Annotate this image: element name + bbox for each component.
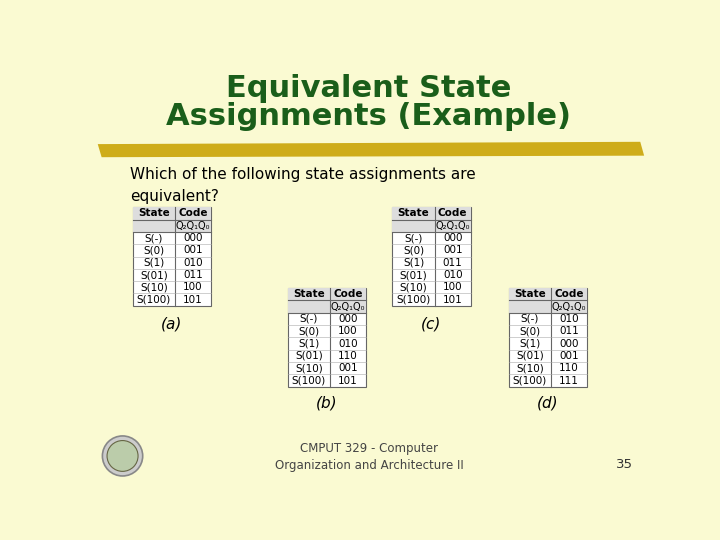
Text: S(100): S(100) [397, 295, 431, 305]
Text: CMPUT 329 - Computer
Organization and Architecture II: CMPUT 329 - Computer Organization and Ar… [274, 442, 464, 472]
Text: Code: Code [438, 208, 467, 218]
Text: S(01): S(01) [400, 270, 428, 280]
Text: 101: 101 [443, 295, 462, 305]
Text: 011: 011 [559, 326, 579, 336]
Text: (d): (d) [537, 396, 559, 411]
Text: 010: 010 [184, 258, 203, 268]
Text: S(-): S(-) [405, 233, 423, 243]
Text: State: State [293, 289, 325, 299]
Text: 110: 110 [338, 351, 358, 361]
Text: S(100): S(100) [292, 375, 326, 386]
Text: S(01): S(01) [140, 270, 168, 280]
Text: S(01): S(01) [295, 351, 323, 361]
Text: S(0): S(0) [403, 245, 424, 255]
Text: 010: 010 [559, 314, 579, 324]
Text: (c): (c) [421, 316, 441, 332]
Text: Equivalent State: Equivalent State [226, 74, 512, 103]
Bar [132, 207, 211, 306]
Text: S(0): S(0) [519, 326, 541, 336]
Text: S(-): S(-) [300, 314, 318, 324]
Text: Q₂Q₁Q₀: Q₂Q₁Q₀ [436, 221, 470, 231]
Polygon shape [98, 142, 644, 157]
Text: State: State [397, 208, 429, 218]
Text: Code: Code [554, 289, 584, 299]
Bar [508, 288, 587, 313]
Text: Which of the following state assignments are
equivalent?: Which of the following state assignments… [130, 167, 476, 204]
Text: (a): (a) [161, 316, 182, 332]
Circle shape [107, 441, 138, 471]
Text: S(10): S(10) [295, 363, 323, 373]
Bar [287, 288, 366, 387]
Bar [287, 288, 366, 313]
Text: Q₂Q₁Q₀: Q₂Q₁Q₀ [552, 301, 586, 312]
Text: 001: 001 [559, 351, 579, 361]
Text: S(0): S(0) [143, 245, 164, 255]
Text: S(10): S(10) [516, 363, 544, 373]
Bar [392, 207, 471, 306]
Text: State: State [514, 289, 546, 299]
Text: S(-): S(-) [521, 314, 539, 324]
Text: S(1): S(1) [143, 258, 165, 268]
Text: Q₂Q₁Q₀: Q₂Q₁Q₀ [176, 221, 210, 231]
Text: 35: 35 [616, 457, 632, 470]
Text: 011: 011 [183, 270, 203, 280]
Text: S(1): S(1) [298, 339, 320, 348]
Circle shape [102, 436, 143, 476]
Text: 000: 000 [338, 314, 358, 324]
Text: S(100): S(100) [513, 375, 547, 386]
Text: State: State [138, 208, 170, 218]
Text: 000: 000 [184, 233, 203, 243]
Text: 101: 101 [338, 375, 358, 386]
Bar [508, 288, 587, 387]
Text: 001: 001 [184, 245, 203, 255]
Text: 001: 001 [443, 245, 462, 255]
Bar [132, 207, 211, 232]
Text: Q₂Q₁Q₀: Q₂Q₁Q₀ [330, 301, 365, 312]
Text: Code: Code [179, 208, 208, 218]
Text: Assignments (Example): Assignments (Example) [166, 102, 572, 131]
Text: 100: 100 [443, 282, 462, 292]
Text: 010: 010 [443, 270, 462, 280]
Text: S(01): S(01) [516, 351, 544, 361]
Text: S(-): S(-) [145, 233, 163, 243]
Text: S(1): S(1) [519, 339, 541, 348]
Text: 010: 010 [338, 339, 358, 348]
Bar [392, 207, 471, 232]
Text: S(0): S(0) [298, 326, 320, 336]
Text: 100: 100 [338, 326, 358, 336]
Text: 111: 111 [559, 375, 579, 386]
Text: (b): (b) [316, 396, 338, 411]
Text: Code: Code [333, 289, 363, 299]
Text: 011: 011 [443, 258, 462, 268]
Text: 110: 110 [559, 363, 579, 373]
Text: 000: 000 [559, 339, 579, 348]
Text: S(10): S(10) [140, 282, 168, 292]
Text: S(1): S(1) [403, 258, 424, 268]
Text: 000: 000 [443, 233, 462, 243]
Text: 100: 100 [184, 282, 203, 292]
Text: 101: 101 [183, 295, 203, 305]
Text: 001: 001 [338, 363, 358, 373]
Text: S(100): S(100) [137, 295, 171, 305]
Text: S(10): S(10) [400, 282, 428, 292]
